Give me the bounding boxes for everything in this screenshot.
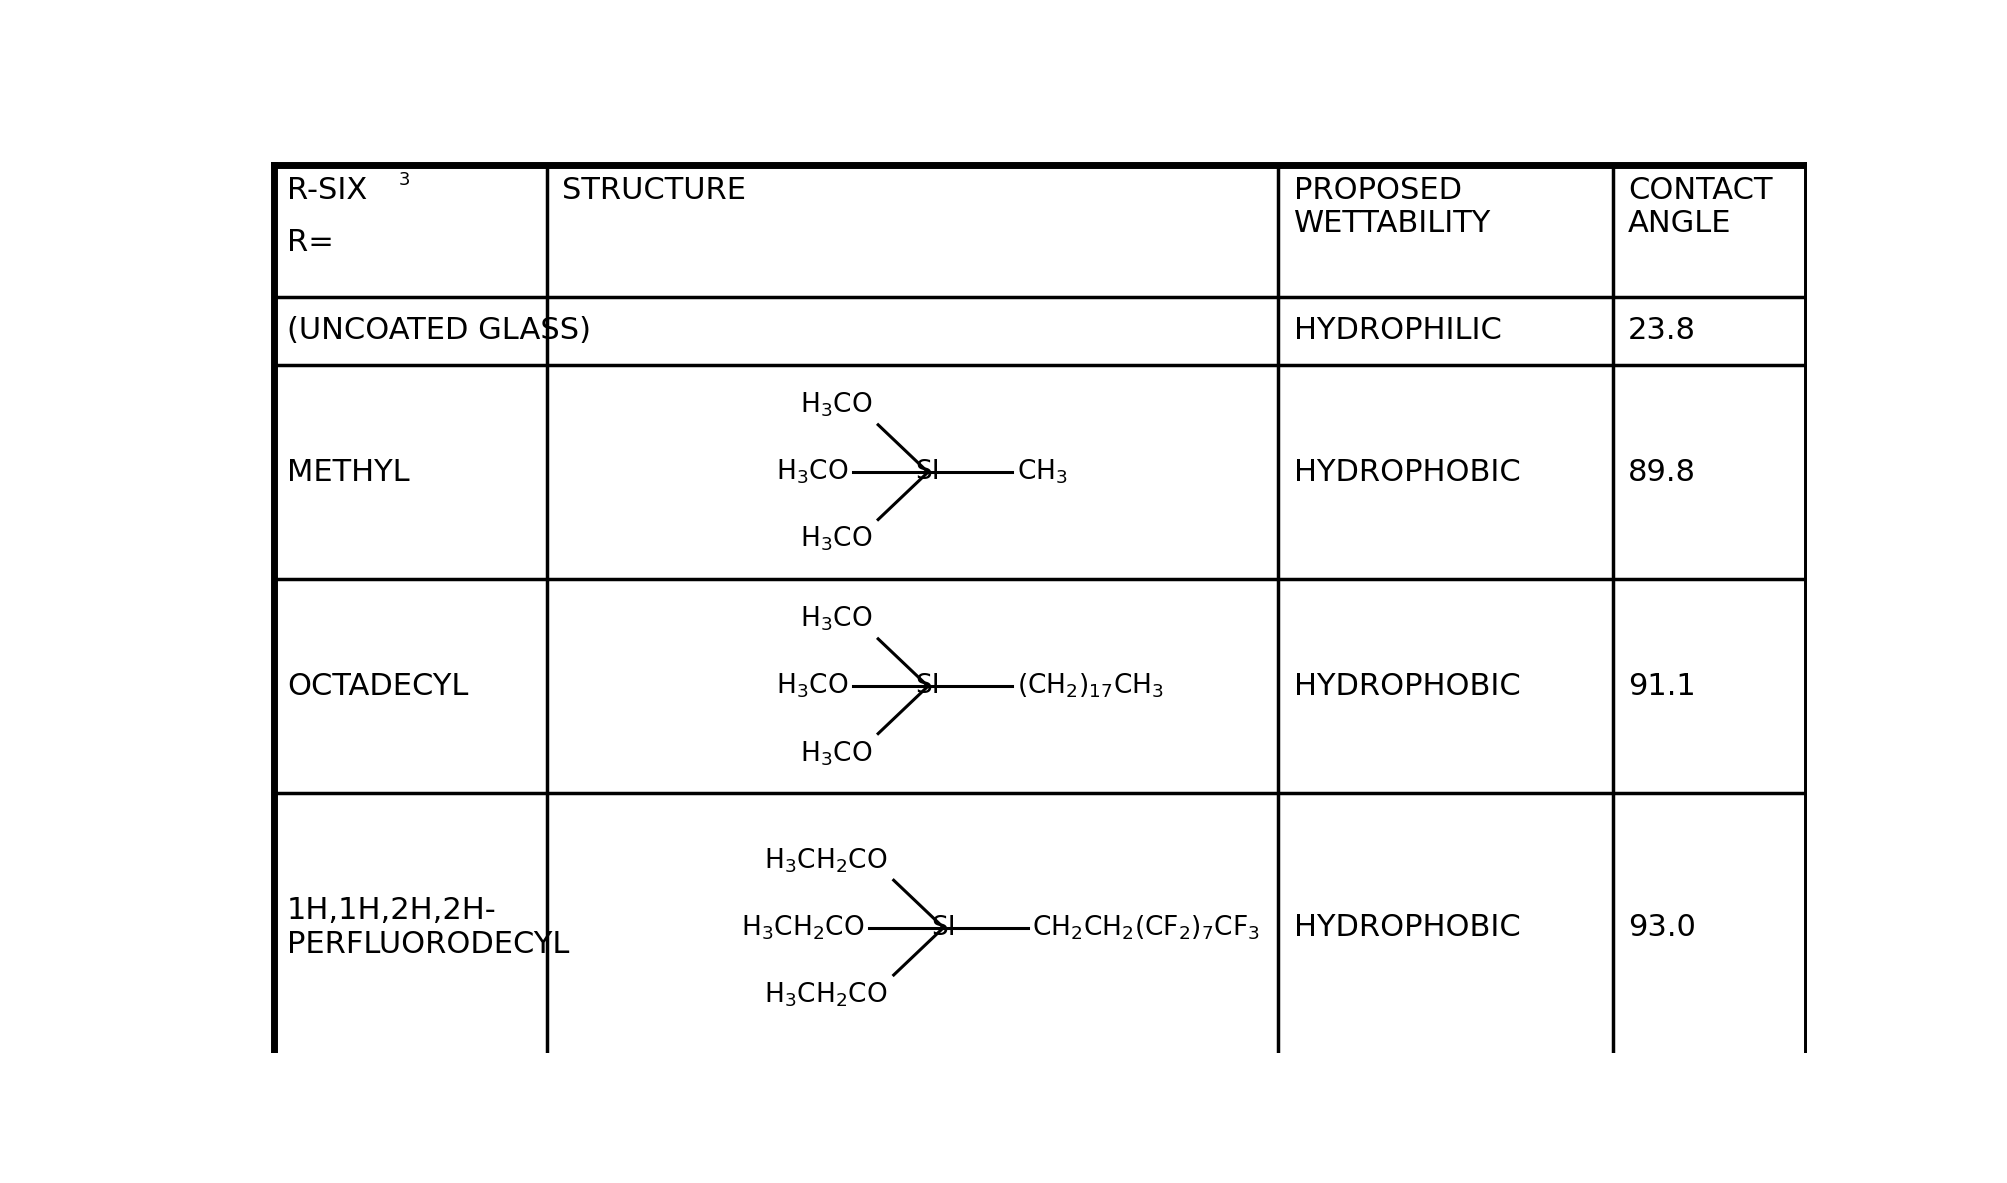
- Text: PROPOSED
WETTABILITY: PROPOSED WETTABILITY: [1293, 175, 1489, 238]
- Text: R=: R=: [287, 228, 333, 258]
- Text: CH$_2$CH$_2$(CF$_2$)$_7$CF$_3$: CH$_2$CH$_2$(CF$_2$)$_7$CF$_3$: [1032, 913, 1258, 942]
- Text: HYDROPHOBIC: HYDROPHOBIC: [1293, 672, 1519, 700]
- Text: SI: SI: [915, 459, 939, 485]
- Text: 23.8: 23.8: [1628, 317, 1696, 345]
- Text: H$_3$CH$_2$CO: H$_3$CH$_2$CO: [765, 981, 887, 1009]
- Text: 93.0: 93.0: [1628, 913, 1696, 942]
- Text: SI: SI: [931, 914, 955, 940]
- Text: METHYL: METHYL: [287, 458, 409, 486]
- Text: (CH$_2$)$_{17}$CH$_3$: (CH$_2$)$_{17}$CH$_3$: [1016, 672, 1162, 700]
- Text: HYDROPHOBIC: HYDROPHOBIC: [1293, 458, 1519, 486]
- Text: H$_3$CH$_2$CO: H$_3$CH$_2$CO: [765, 846, 887, 874]
- Text: SI: SI: [915, 673, 939, 699]
- Text: H$_3$CO: H$_3$CO: [799, 605, 871, 633]
- Text: H$_3$CO: H$_3$CO: [799, 525, 871, 554]
- Text: 3: 3: [399, 172, 409, 189]
- Text: 89.8: 89.8: [1628, 458, 1696, 486]
- Text: 91.1: 91.1: [1628, 672, 1696, 700]
- Text: H$_3$CO: H$_3$CO: [799, 390, 871, 419]
- Text: 1H,1H,2H,2H-
PERFLUORODECYL: 1H,1H,2H,2H- PERFLUORODECYL: [287, 897, 568, 959]
- Text: OCTADECYL: OCTADECYL: [287, 672, 468, 700]
- Text: CH$_3$: CH$_3$: [1016, 458, 1068, 486]
- Text: (UNCOATED GLASS): (UNCOATED GLASS): [287, 317, 590, 345]
- Text: R-SIX: R-SIX: [287, 175, 367, 205]
- Text: HYDROPHOBIC: HYDROPHOBIC: [1293, 913, 1519, 942]
- Text: H$_3$CO: H$_3$CO: [777, 458, 849, 486]
- Text: H$_3$CO: H$_3$CO: [777, 672, 849, 700]
- Text: CONTACT
ANGLE: CONTACT ANGLE: [1628, 175, 1772, 238]
- Text: STRUCTURE: STRUCTURE: [562, 175, 747, 205]
- Text: H$_3$CH$_2$CO: H$_3$CH$_2$CO: [741, 913, 863, 942]
- Text: HYDROPHILIC: HYDROPHILIC: [1293, 317, 1501, 345]
- Text: H$_3$CO: H$_3$CO: [799, 739, 871, 768]
